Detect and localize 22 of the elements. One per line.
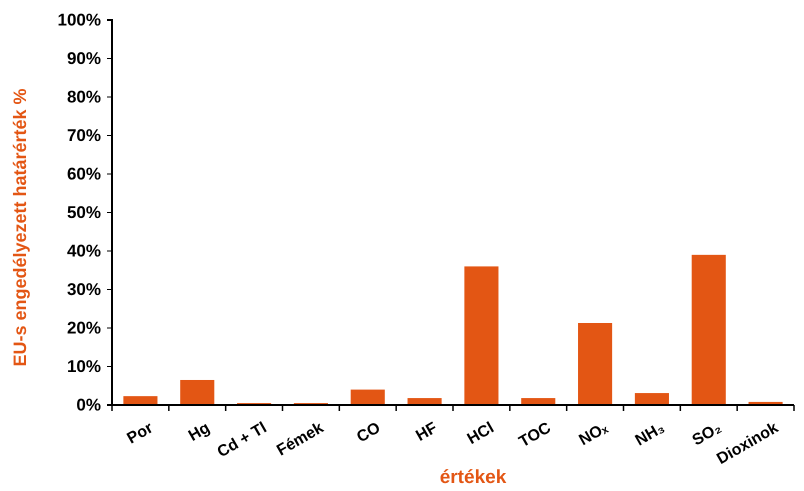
y-tick-label: 40% <box>66 241 101 260</box>
y-tick-label: 30% <box>66 280 101 299</box>
x-tick-label: Cd + Tl <box>214 419 270 462</box>
x-tick-label: TOC <box>516 419 554 451</box>
y-tick-label: 80% <box>66 87 101 106</box>
x-tick-label: Por <box>124 419 156 448</box>
y-tick-label: 100% <box>58 10 101 30</box>
x-axis-title: értékek <box>440 467 507 488</box>
x-tick-label: NH₃ <box>632 419 668 450</box>
y-tick-label: 20% <box>66 318 101 338</box>
y-axis-title: EU-s engedélyezett határérték % <box>10 88 30 367</box>
x-tick-label: HF <box>413 419 440 445</box>
x-tick-label: CO <box>354 419 384 446</box>
y-tick-label: 50% <box>66 202 101 222</box>
y-tick-label: 10% <box>66 356 101 376</box>
y-tick-label: 60% <box>66 164 101 184</box>
x-tick-label: Hg <box>186 419 213 445</box>
y-tick-label: 0% <box>76 395 101 414</box>
x-tick-label: HCl <box>464 419 498 448</box>
x-tick-label: NOₓ <box>576 419 611 450</box>
y-tick-label: 70% <box>66 126 101 145</box>
y-tick-label: 90% <box>66 48 101 68</box>
